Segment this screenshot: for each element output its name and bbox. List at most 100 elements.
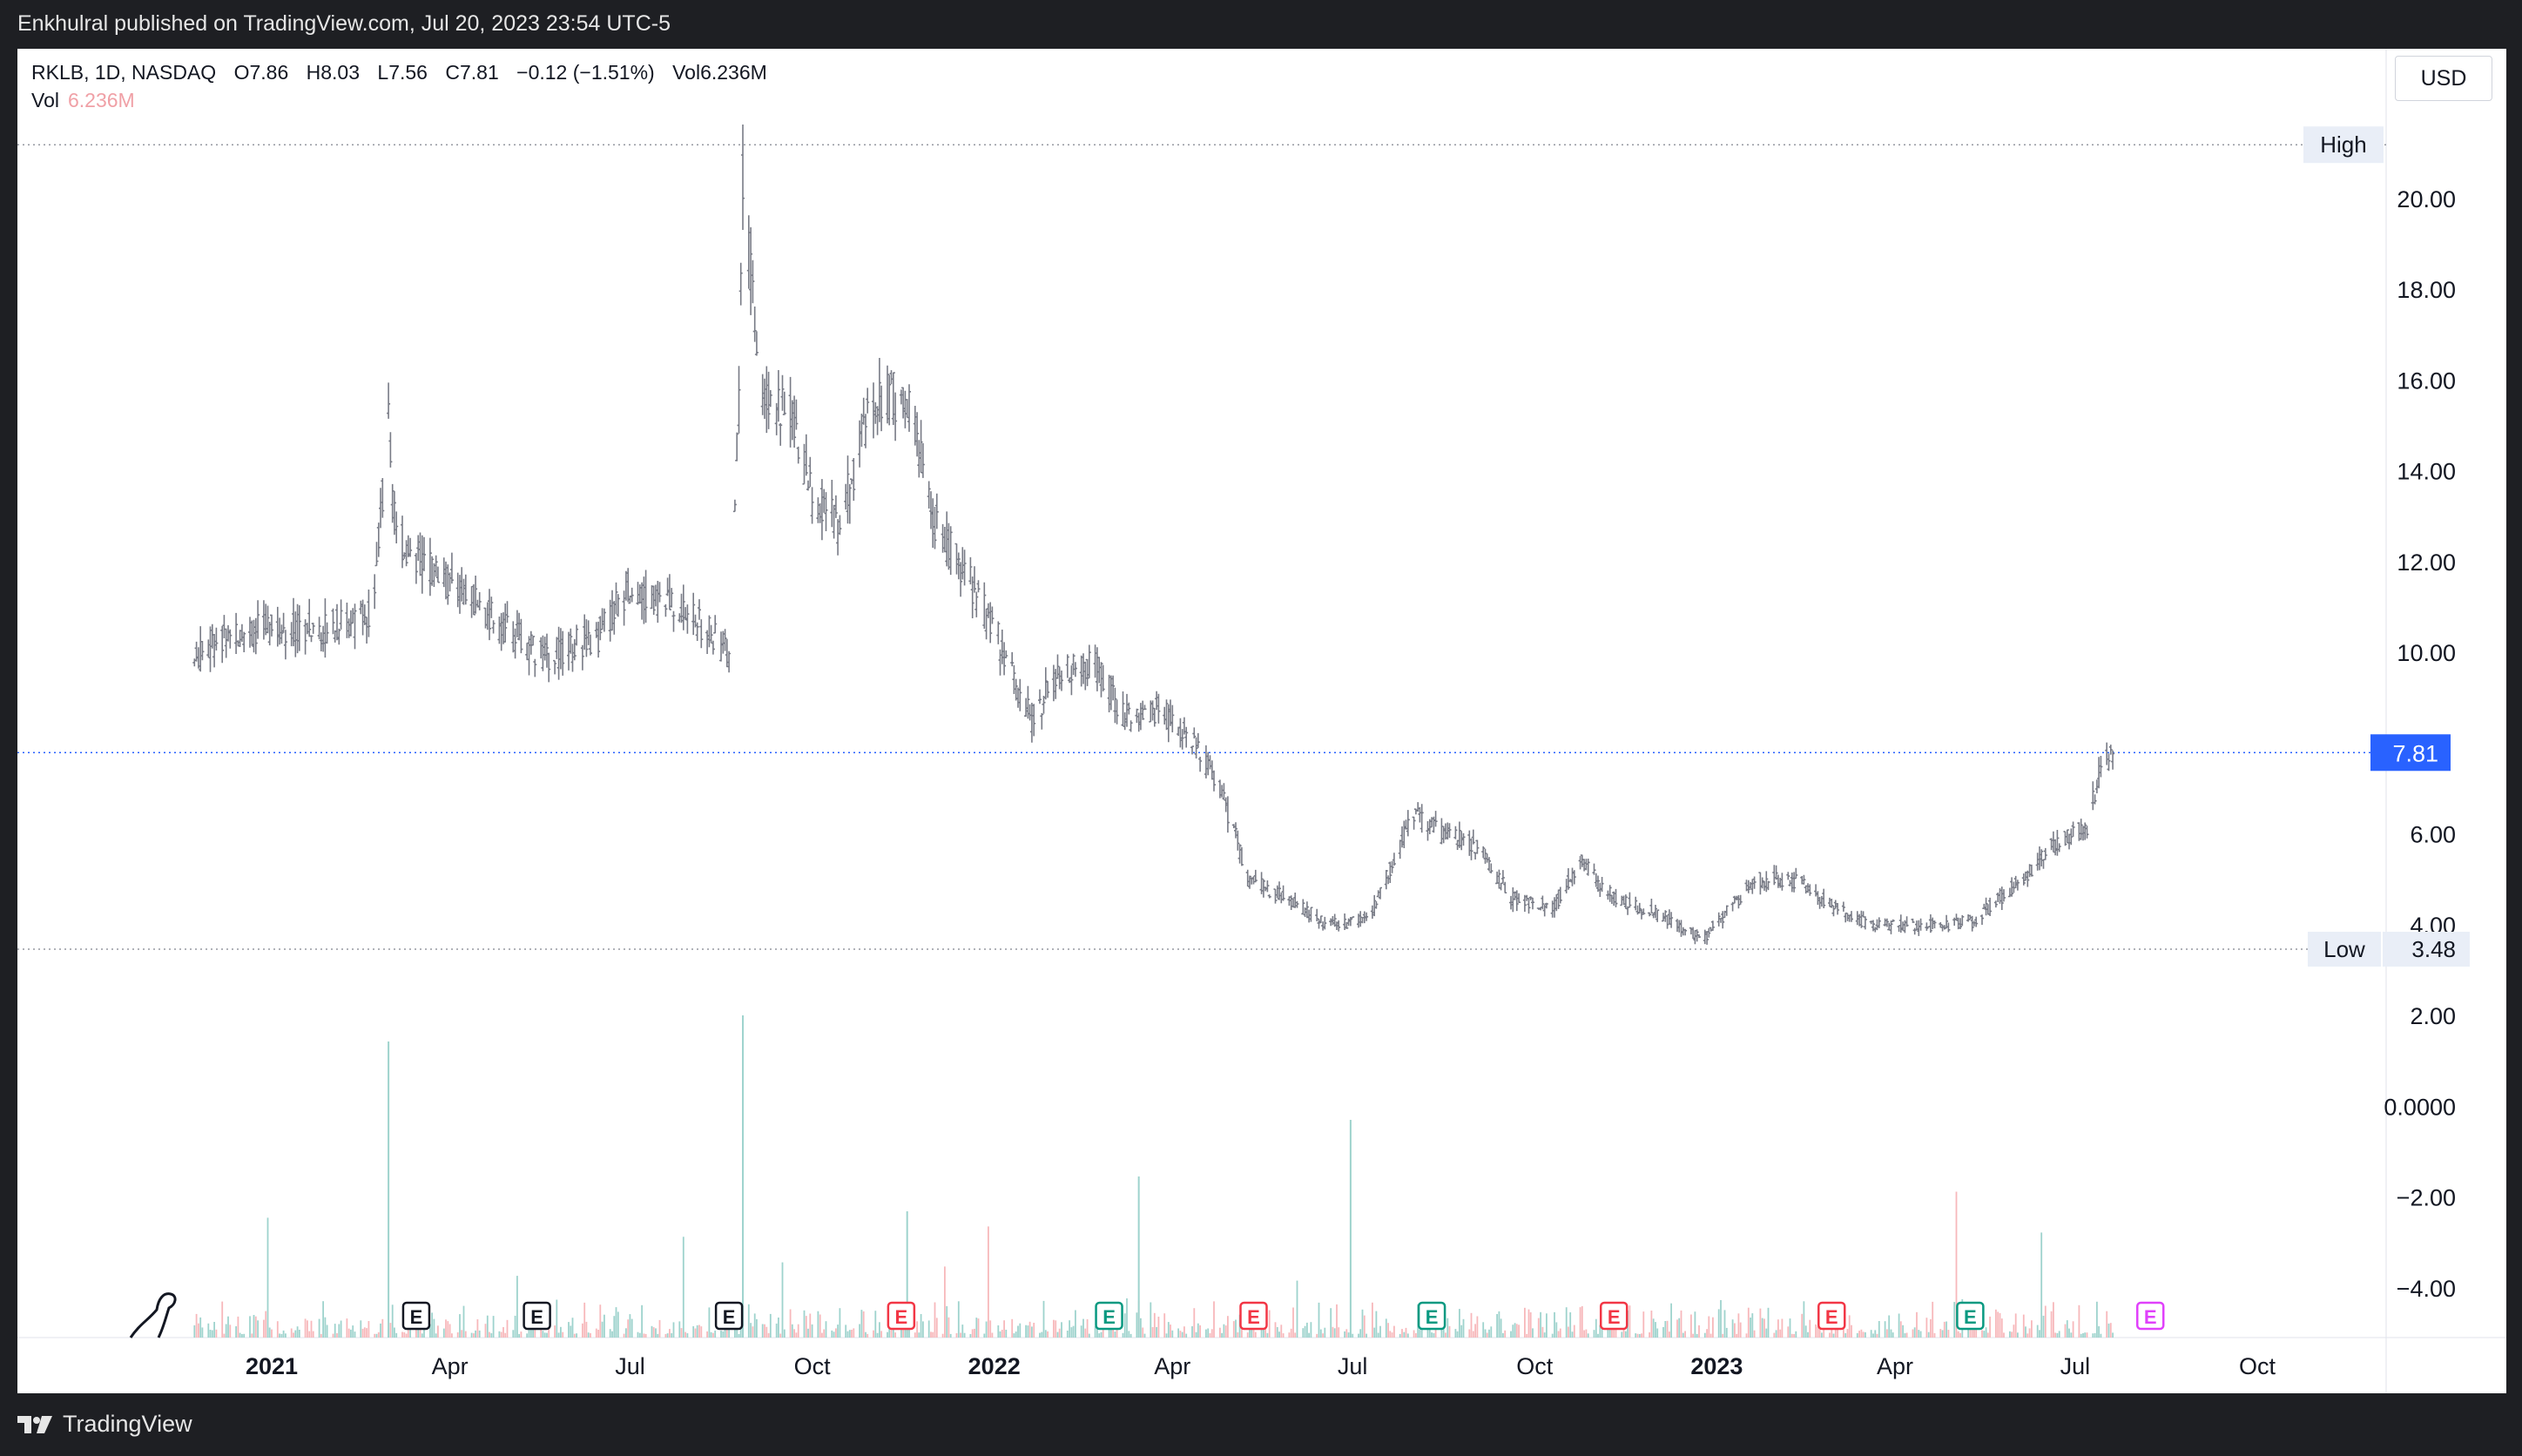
ohlc-bar [610,590,614,631]
ohlc-bar [1018,678,1022,711]
ohlc-bar [239,624,244,642]
ohlc-bar [462,578,466,605]
ohlc-bar [1376,890,1380,898]
ohlc-bar [1121,691,1125,726]
earnings-marker-label: E [410,1306,423,1328]
ohlc-bar [499,612,503,651]
ohlc-bar [1830,899,1834,908]
ohlc-bar [353,603,357,650]
earnings-marker[interactable] [1239,1301,1268,1331]
ohlc-bar [1253,869,1258,883]
ohlc-bar [1637,902,1642,914]
ohlc-bar [780,374,785,411]
ohlc-bar [212,634,217,668]
ohlc-bar [416,535,421,561]
ohlc-bar [1790,873,1794,893]
ohlc-bar [1460,831,1464,851]
dino-icon[interactable] [129,1292,177,1338]
earnings-marker[interactable] [2135,1301,2165,1331]
ohlc-bar [280,624,284,644]
earnings-marker-label: E [1964,1306,1977,1328]
ohlc-bar [792,395,797,448]
earnings-marker[interactable] [887,1301,916,1331]
earnings-marker[interactable] [1417,1301,1446,1331]
ohlc-bar [968,556,973,585]
ohlc-bar [1054,669,1058,699]
ohlc-bar [1885,918,1889,927]
ohlc-bar [317,617,321,640]
ohlc-bar [2026,870,2030,887]
ohlc-bar [469,586,474,618]
ohlc-bar [293,611,298,657]
ohlc-bar [2071,821,2075,837]
ohlc-bar [278,617,282,645]
ohlc-bar [830,480,834,528]
ohlc-bar [741,125,745,230]
tradingview-logo[interactable]: TradingView [17,1411,192,1438]
ohlc-bar [1764,871,1769,893]
earnings-marker[interactable] [1817,1301,1846,1331]
ohlc-bar [586,620,590,645]
ohlc-bar [1208,755,1212,770]
earnings-marker[interactable] [1956,1301,1985,1331]
price-chart[interactable]: 20.0018.0016.0014.0012.0010.006.004.002.… [17,49,2506,1393]
ohlc-bar [875,406,880,435]
ohlc-bar [738,262,743,306]
ohlc-bar [547,652,551,683]
ohlc-bar [2063,831,2067,846]
ohlc-bar [727,650,732,673]
earnings-marker[interactable] [1095,1301,1123,1331]
ohlc-bar [1544,902,1548,909]
earnings-marker[interactable] [714,1301,744,1331]
ohlc-bar [846,455,850,524]
ohlc-bar [1198,757,1203,772]
ohlc-bar [1736,895,1741,909]
ohlc-bar [1550,900,1554,918]
ohlc-bar [1539,907,1543,911]
ohlc-bar [699,619,704,649]
ohlc-bar [933,507,937,549]
earnings-marker-label: E [1608,1306,1621,1328]
ohlc-bar [1012,664,1016,694]
ohlc-bar [1608,885,1612,902]
ohlc-bar [1135,708,1139,724]
ohlc-bar [2027,864,2032,878]
ohlc-bar [887,374,892,426]
ohlc-bar [782,391,786,415]
ohlc-bar [1877,917,1881,928]
ohlc-bar [267,622,272,646]
ohlc-bar [1887,922,1892,931]
ohlc-bar [1379,886,1382,900]
ohlc-bar [768,390,772,408]
legend-vol-label-top: Vol [672,61,701,84]
chart-panel[interactable]: 20.00 18.00 16.00 14.00 12.00 10.00 6.00 4.00 2.… [17,49,2506,1393]
currency-button[interactable]: USD [2395,56,2492,101]
earnings-marker[interactable] [401,1301,431,1331]
ohlc-bar [376,522,381,557]
ohlc-bar [589,634,592,656]
ohlc-bar [779,422,783,446]
ohlc-bar [1042,696,1046,714]
y-tick-label: 14.00 [2397,459,2456,485]
price-bars [192,125,2115,945]
ohlc-bar [214,627,219,650]
ohlc-bar [919,420,923,474]
ohlc-bar [816,497,820,523]
ohlc-bar [1374,901,1379,909]
earnings-marker-label: E [895,1306,908,1328]
ohlc-bar [598,616,603,641]
earnings-marker[interactable] [523,1301,551,1331]
ohlc-bar [1651,913,1655,919]
ohlc-bar [569,628,573,654]
ohlc-bar [200,641,205,661]
ohlc-legend: RKLB, 1D, NASDAQ O7.86 H8.03 L7.56 C7.81… [31,61,779,84]
ohlc-bar [810,487,814,524]
ohlc-bar [228,629,233,649]
ohlc-bar [2007,887,2012,898]
ohlc-bar [1814,884,1818,897]
ohlc-bar [614,582,618,615]
ohlc-bar [1993,900,1998,908]
ohlc-bar [624,570,628,601]
earnings-marker[interactable] [1599,1301,1629,1331]
ohlc-bar [1982,903,1986,909]
